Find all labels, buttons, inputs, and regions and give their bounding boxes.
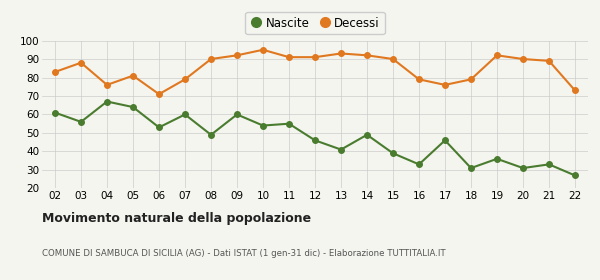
Decessi bbox=[233, 54, 241, 57]
Decessi bbox=[103, 83, 110, 87]
Decessi bbox=[493, 54, 500, 57]
Decessi bbox=[155, 92, 163, 96]
Nascite bbox=[208, 133, 215, 136]
Nascite bbox=[259, 124, 266, 127]
Nascite bbox=[364, 133, 371, 136]
Line: Decessi: Decessi bbox=[52, 47, 578, 97]
Nascite bbox=[493, 157, 500, 160]
Nascite bbox=[467, 166, 475, 170]
Nascite bbox=[233, 113, 241, 116]
Nascite bbox=[52, 111, 59, 114]
Decessi bbox=[415, 78, 422, 81]
Nascite bbox=[545, 163, 553, 166]
Nascite bbox=[311, 139, 319, 142]
Nascite bbox=[130, 105, 137, 109]
Decessi bbox=[442, 83, 449, 87]
Decessi bbox=[181, 78, 188, 81]
Nascite bbox=[389, 151, 397, 155]
Decessi bbox=[467, 78, 475, 81]
Nascite bbox=[77, 120, 85, 123]
Nascite bbox=[442, 139, 449, 142]
Decessi bbox=[286, 55, 293, 59]
Nascite bbox=[337, 148, 344, 151]
Decessi bbox=[545, 59, 553, 62]
Nascite bbox=[520, 166, 527, 170]
Line: Nascite: Nascite bbox=[52, 99, 578, 178]
Nascite bbox=[155, 126, 163, 129]
Decessi bbox=[520, 57, 527, 61]
Decessi bbox=[337, 52, 344, 55]
Decessi bbox=[311, 55, 319, 59]
Nascite bbox=[181, 113, 188, 116]
Nascite bbox=[571, 174, 578, 177]
Legend: Nascite, Decessi: Nascite, Decessi bbox=[245, 12, 385, 34]
Decessi bbox=[389, 57, 397, 61]
Nascite bbox=[103, 100, 110, 103]
Nascite bbox=[286, 122, 293, 125]
Decessi bbox=[364, 54, 371, 57]
Decessi bbox=[52, 70, 59, 74]
Decessi bbox=[208, 57, 215, 61]
Decessi bbox=[571, 89, 578, 92]
Text: Movimento naturale della popolazione: Movimento naturale della popolazione bbox=[42, 213, 311, 225]
Text: COMUNE DI SAMBUCA DI SICILIA (AG) - Dati ISTAT (1 gen-31 dic) - Elaborazione TUT: COMUNE DI SAMBUCA DI SICILIA (AG) - Dati… bbox=[42, 249, 446, 258]
Nascite bbox=[415, 163, 422, 166]
Decessi bbox=[77, 61, 85, 64]
Decessi bbox=[130, 74, 137, 77]
Decessi bbox=[259, 48, 266, 52]
